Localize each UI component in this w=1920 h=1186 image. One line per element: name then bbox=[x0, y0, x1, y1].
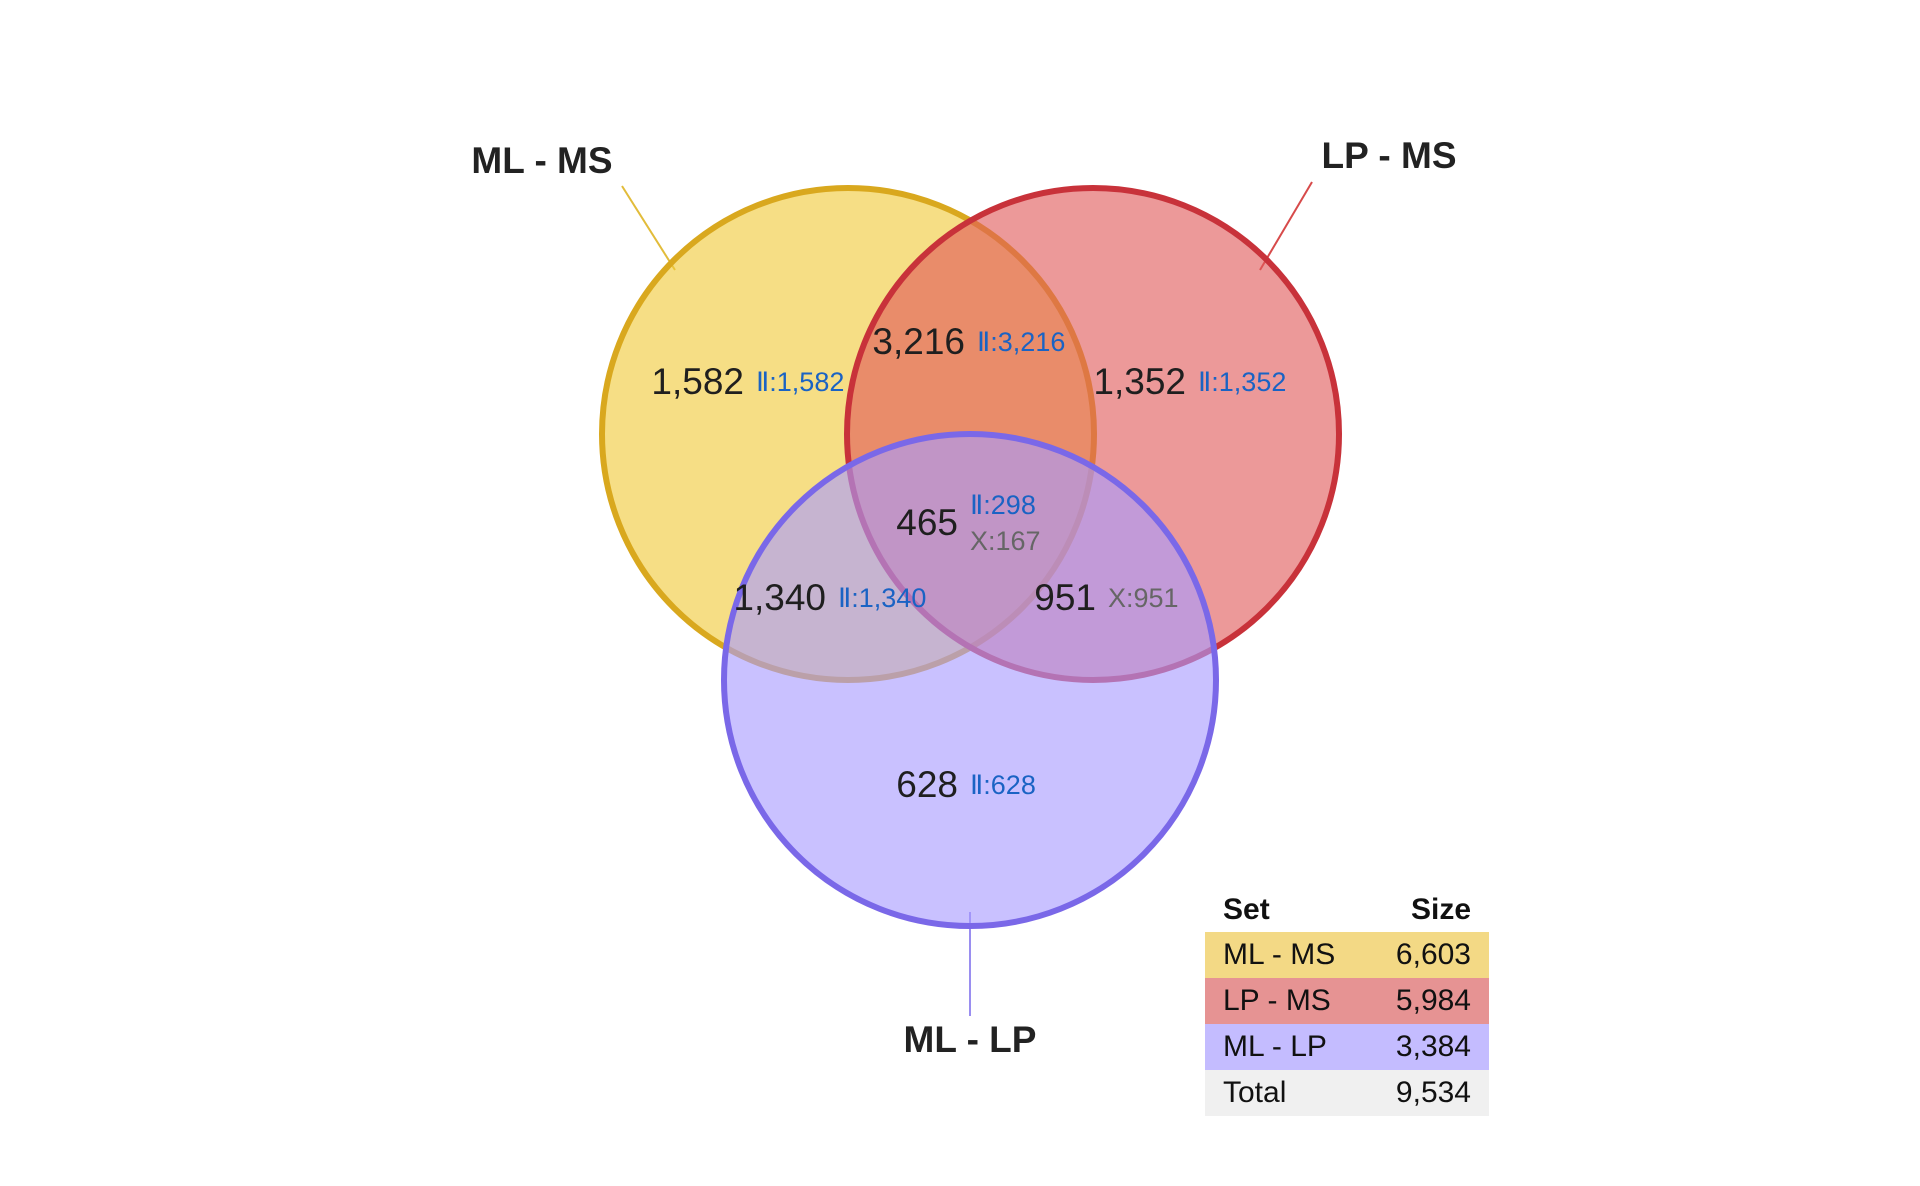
set-size-table: Set Size ML - MS 6,603 LP - MS 5,984 ML … bbox=[1205, 888, 1489, 1116]
set-title-ml-ms: ML - MS bbox=[471, 140, 612, 181]
region-sub-all-three-x: X:167 bbox=[970, 526, 1041, 556]
region-sub-ml-lp-only: Ⅱ:628 bbox=[970, 770, 1036, 800]
set-circle-ml-lp[interactable] bbox=[721, 431, 1219, 929]
set-title-ml-lp: ML - LP bbox=[904, 1019, 1037, 1060]
table-row: LP - MS 5,984 bbox=[1205, 978, 1489, 1024]
region-sub-ml-ms-lp-ms: Ⅱ:3,216 bbox=[977, 327, 1065, 357]
region-count-all-three: 465 bbox=[896, 502, 958, 543]
table-cell-size: 3,384 bbox=[1395, 1030, 1471, 1063]
table-row: Total 9,534 bbox=[1205, 1070, 1489, 1116]
table-cell-size: 9,534 bbox=[1395, 1076, 1471, 1109]
leader-lp-ms bbox=[1259, 181, 1313, 271]
table-cell-size: 5,984 bbox=[1395, 984, 1471, 1017]
table-row: ML - LP 3,384 bbox=[1205, 1024, 1489, 1070]
region-count-ml-ms-lp-ms: 3,216 bbox=[872, 321, 965, 362]
table-cell-set: ML - LP bbox=[1223, 1030, 1327, 1063]
region-sub-ml-ms-only: Ⅱ:1,582 bbox=[756, 367, 844, 397]
region-sub-lp-ms-only: Ⅱ:1,352 bbox=[1198, 367, 1286, 397]
region-count-ml-lp-only: 628 bbox=[896, 764, 958, 805]
table-cell-set: LP - MS bbox=[1223, 984, 1331, 1017]
leader-ml-ms bbox=[621, 185, 676, 271]
table-header-set: Set bbox=[1223, 893, 1270, 926]
region-count-lp-ms-ml-lp: 951 bbox=[1034, 577, 1096, 618]
table-cell-size: 6,603 bbox=[1395, 938, 1471, 971]
set-title-lp-ms: LP - MS bbox=[1322, 135, 1457, 176]
region-sub-all-three-ii: Ⅱ:298 bbox=[970, 490, 1036, 520]
region-sub-ml-ms-ml-lp: Ⅱ:1,340 bbox=[838, 583, 926, 613]
table-cell-set: ML - MS bbox=[1223, 938, 1336, 971]
region-count-ml-ms-only: 1,582 bbox=[651, 361, 744, 402]
table-row: ML - MS 6,603 bbox=[1205, 932, 1489, 978]
region-count-lp-ms-only: 1,352 bbox=[1093, 361, 1186, 402]
table-header-row: Set Size bbox=[1205, 888, 1489, 932]
region-count-ml-ms-ml-lp: 1,340 bbox=[733, 577, 826, 618]
table-cell-set: Total bbox=[1223, 1076, 1287, 1109]
table-header-size: Size bbox=[1410, 893, 1471, 926]
region-sub-lp-ms-ml-lp: X:951 bbox=[1108, 583, 1179, 613]
